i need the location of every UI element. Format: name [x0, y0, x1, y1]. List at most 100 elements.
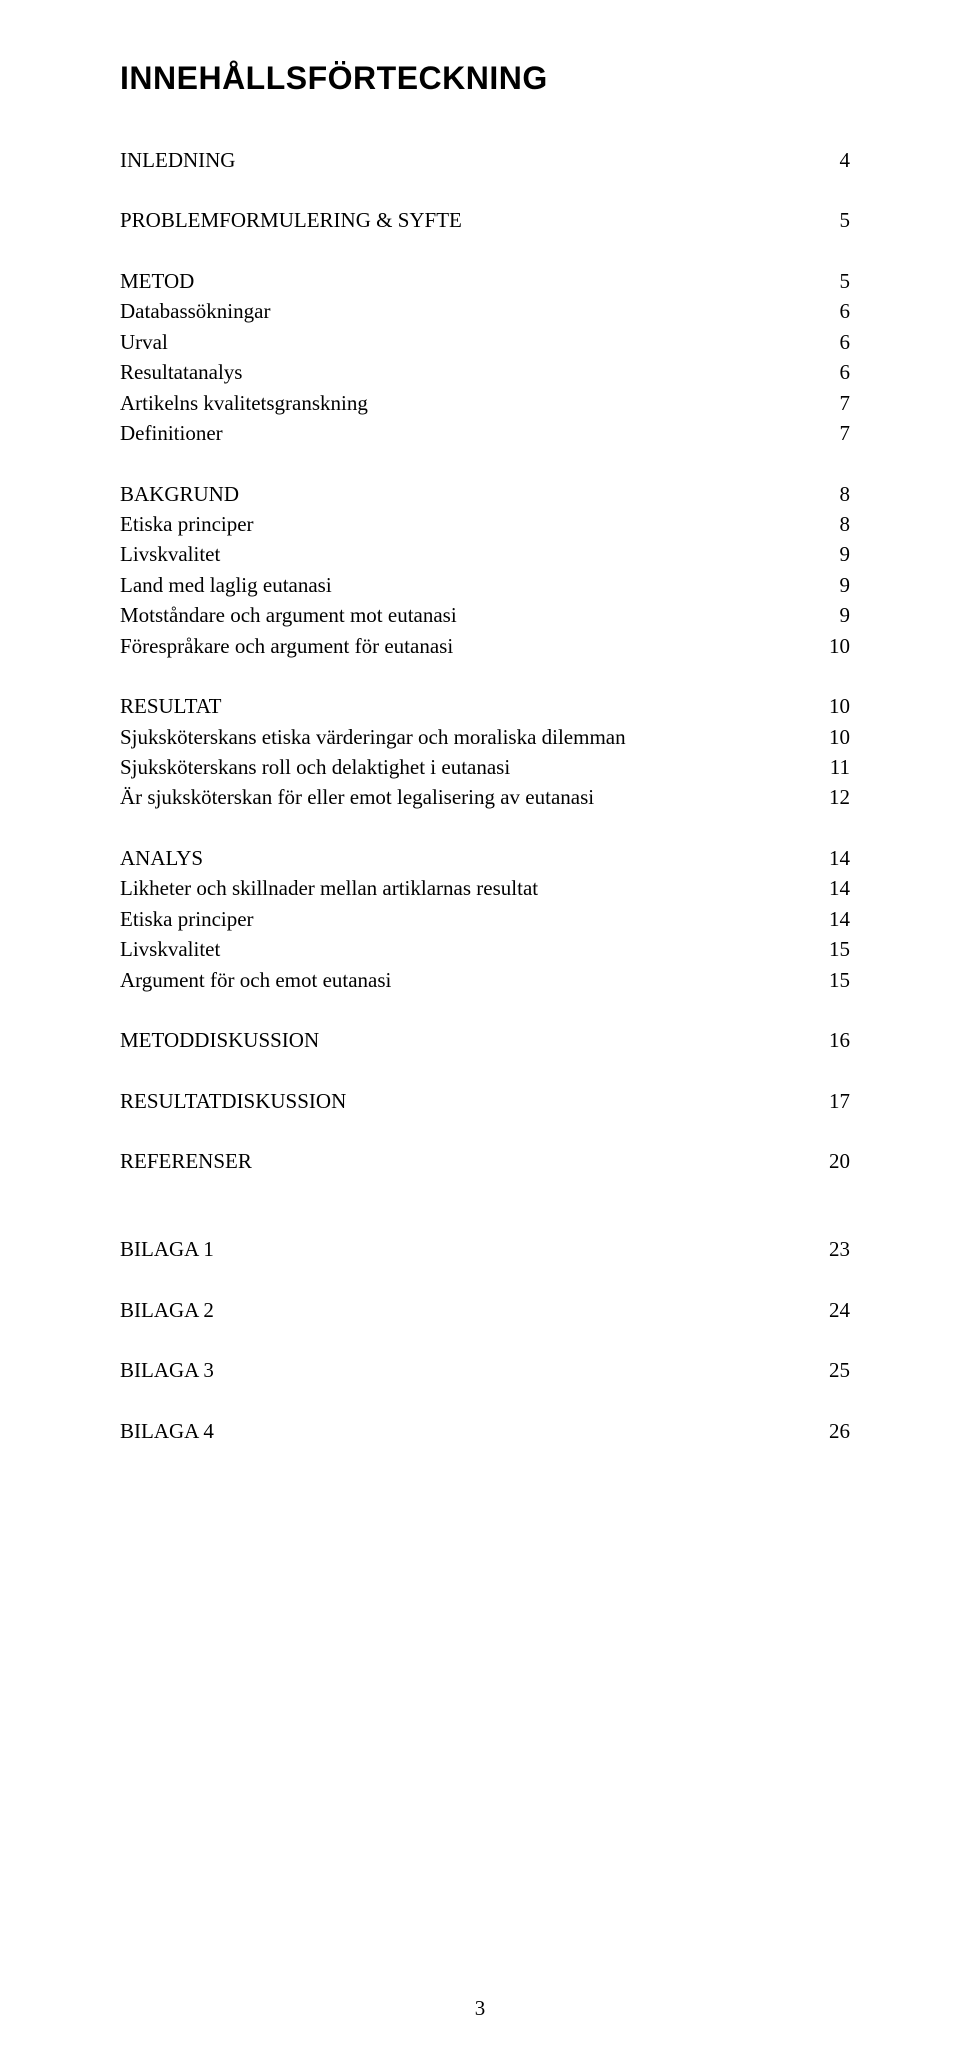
toc-row: Land med laglig eutanasi 9	[120, 570, 850, 600]
toc-row: Sjuksköterskans roll och delaktighet i e…	[120, 752, 850, 782]
toc-page: 6	[810, 327, 850, 357]
toc-page: 14	[810, 904, 850, 934]
toc-row: Argument för och emot eutanasi 15	[120, 965, 850, 995]
toc-row: Artikelns kvalitetsgranskning 7	[120, 388, 850, 418]
toc-label: Förespråkare och argument för eutanasi	[120, 631, 810, 661]
toc-row: Definitioner 7	[120, 418, 850, 448]
toc-label: Definitioner	[120, 418, 810, 448]
toc-label: Argument för och emot eutanasi	[120, 965, 810, 995]
page-number: 3	[0, 1996, 960, 2021]
toc-row: BILAGA 4 26	[120, 1416, 850, 1446]
toc-section-bilaga3: BILAGA 3 25	[120, 1355, 850, 1385]
toc-page: 4	[810, 145, 850, 175]
toc-page: 14	[810, 873, 850, 903]
toc-page: 9	[810, 539, 850, 569]
toc-label: Etiska principer	[120, 509, 810, 539]
toc-section-problem: PROBLEMFORMULERING & SYFTE 5	[120, 205, 850, 235]
toc-row: Databassökningar 6	[120, 296, 850, 326]
toc-label: Motståndare och argument mot eutanasi	[120, 600, 810, 630]
toc-page: 5	[810, 266, 850, 296]
toc-label: BILAGA 2	[120, 1295, 810, 1325]
toc-row: Likheter och skillnader mellan artiklarn…	[120, 873, 850, 903]
toc-label: Databassökningar	[120, 296, 810, 326]
toc-row: BILAGA 3 25	[120, 1355, 850, 1385]
toc-page: 8	[810, 509, 850, 539]
toc-section-referenser: REFERENSER 20	[120, 1146, 850, 1176]
toc-page: 9	[810, 570, 850, 600]
toc-section-bilaga1: BILAGA 1 23	[120, 1234, 850, 1264]
toc-page: 11	[810, 752, 850, 782]
toc-label: Etiska principer	[120, 904, 810, 934]
toc-label: Land med laglig eutanasi	[120, 570, 810, 600]
toc-row: BILAGA 2 24	[120, 1295, 850, 1325]
toc-row: REFERENSER 20	[120, 1146, 850, 1176]
toc-page: 5	[810, 205, 850, 235]
toc-row: Urval 6	[120, 327, 850, 357]
toc-label: Artikelns kvalitetsgranskning	[120, 388, 810, 418]
toc-row: BILAGA 1 23	[120, 1234, 850, 1264]
toc-page: 23	[810, 1234, 850, 1264]
toc-page: 9	[810, 600, 850, 630]
toc-row: METOD 5	[120, 266, 850, 296]
toc-label: BILAGA 3	[120, 1355, 810, 1385]
toc-row: RESULTATDISKUSSION 17	[120, 1086, 850, 1116]
toc-page: 7	[810, 418, 850, 448]
toc-row: Etiska principer 14	[120, 904, 850, 934]
toc-row: Är sjuksköterskan för eller emot legalis…	[120, 782, 850, 812]
toc-page: 12	[810, 782, 850, 812]
toc-label: Likheter och skillnader mellan artiklarn…	[120, 873, 810, 903]
toc-label: Är sjuksköterskan för eller emot legalis…	[120, 782, 810, 812]
toc-label: ANALYS	[120, 843, 810, 873]
toc-label: Urval	[120, 327, 810, 357]
toc-label: Sjuksköterskans etiska värderingar och m…	[120, 722, 810, 752]
toc-page: 8	[810, 479, 850, 509]
toc-page: 26	[810, 1416, 850, 1446]
toc-label: RESULTAT	[120, 691, 810, 721]
toc-row: INLEDNING 4	[120, 145, 850, 175]
toc-page: 25	[810, 1355, 850, 1385]
toc-page: 6	[810, 296, 850, 326]
toc-row: Resultatanalys 6	[120, 357, 850, 387]
toc-page: 14	[810, 843, 850, 873]
toc-row: Motståndare och argument mot eutanasi 9	[120, 600, 850, 630]
document-page: INNEHÅLLSFÖRTECKNING INLEDNING 4 PROBLEM…	[0, 0, 960, 2061]
toc-section-inledning: INLEDNING 4	[120, 145, 850, 175]
toc-row: RESULTAT 10	[120, 691, 850, 721]
toc-label: Livskvalitet	[120, 934, 810, 964]
toc-section-resultat: RESULTAT 10 Sjuksköterskans etiska värde…	[120, 691, 850, 813]
toc-section-resultdisk: RESULTATDISKUSSION 17	[120, 1086, 850, 1116]
toc-page: 15	[810, 934, 850, 964]
toc-label: BILAGA 1	[120, 1234, 810, 1264]
toc-label: INLEDNING	[120, 145, 810, 175]
toc-label: BILAGA 4	[120, 1416, 810, 1446]
toc-label: Resultatanalys	[120, 357, 810, 387]
toc-row: METODDISKUSSION 16	[120, 1025, 850, 1055]
toc-row: BAKGRUND 8	[120, 479, 850, 509]
toc-label: BAKGRUND	[120, 479, 810, 509]
page-title: INNEHÅLLSFÖRTECKNING	[120, 60, 850, 97]
toc-row: Förespråkare och argument för eutanasi 1…	[120, 631, 850, 661]
toc-row: PROBLEMFORMULERING & SYFTE 5	[120, 205, 850, 235]
toc-row: Etiska principer 8	[120, 509, 850, 539]
toc-page: 20	[810, 1146, 850, 1176]
toc-row: Sjuksköterskans etiska värderingar och m…	[120, 722, 850, 752]
toc-label: RESULTATDISKUSSION	[120, 1086, 810, 1116]
toc-section-bilaga2: BILAGA 2 24	[120, 1295, 850, 1325]
toc-page: 7	[810, 388, 850, 418]
toc-section-metoddisk: METODDISKUSSION 16	[120, 1025, 850, 1055]
toc-label: METOD	[120, 266, 810, 296]
toc-page: 6	[810, 357, 850, 387]
toc-section-analys: ANALYS 14 Likheter och skillnader mellan…	[120, 843, 850, 995]
toc-page: 16	[810, 1025, 850, 1055]
toc-label: Sjuksköterskans roll och delaktighet i e…	[120, 752, 810, 782]
toc-label: Livskvalitet	[120, 539, 810, 569]
toc-page: 15	[810, 965, 850, 995]
toc-section-metod: METOD 5 Databassökningar 6 Urval 6 Resul…	[120, 266, 850, 449]
toc-label: METODDISKUSSION	[120, 1025, 810, 1055]
toc-page: 24	[810, 1295, 850, 1325]
toc-page: 10	[810, 631, 850, 661]
toc-page: 17	[810, 1086, 850, 1116]
toc-row: Livskvalitet 9	[120, 539, 850, 569]
toc-label: REFERENSER	[120, 1146, 810, 1176]
toc-label: PROBLEMFORMULERING & SYFTE	[120, 205, 810, 235]
